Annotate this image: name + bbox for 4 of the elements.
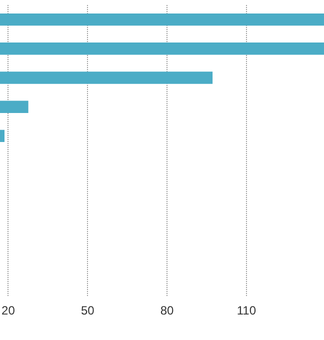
x-tick-label: 50 — [80, 303, 95, 318]
x-tick-label: 80 — [160, 303, 174, 318]
x-tick-label: 20 — [2, 303, 16, 318]
x-tick-label: 110 — [236, 303, 256, 318]
